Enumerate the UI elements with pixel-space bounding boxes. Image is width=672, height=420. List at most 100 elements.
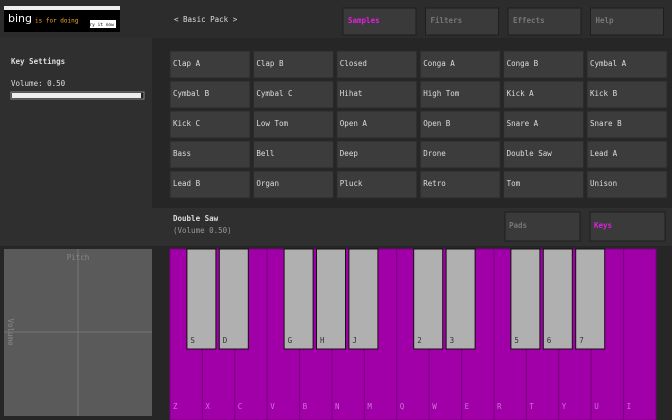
pad[interactable] — [252, 170, 334, 199]
black-key[interactable] — [316, 248, 346, 350]
pad[interactable] — [252, 50, 334, 79]
white-key-label[interactable]: V — [270, 402, 275, 411]
pad[interactable] — [169, 50, 251, 79]
black-key[interactable] — [186, 248, 217, 350]
pad-label[interactable]: Unison — [590, 179, 617, 188]
black-key[interactable] — [218, 248, 249, 350]
tab-label[interactable]: Effects — [513, 16, 545, 25]
black-key[interactable] — [445, 248, 476, 350]
black-key[interactable] — [575, 248, 606, 350]
pad[interactable] — [586, 80, 668, 109]
tab[interactable] — [507, 7, 582, 36]
pad-label[interactable]: Deep — [340, 149, 359, 158]
pad[interactable] — [419, 50, 501, 79]
black-key-label[interactable]: 2 — [417, 336, 422, 345]
white-key-label[interactable]: N — [335, 402, 340, 411]
pad[interactable] — [419, 110, 501, 139]
pad-label[interactable]: Clap A — [173, 59, 201, 68]
white-key-label[interactable]: E — [465, 402, 470, 411]
tab[interactable] — [590, 7, 664, 36]
pad[interactable] — [503, 170, 585, 199]
pad-label[interactable]: Kick C — [173, 119, 200, 128]
black-key-label[interactable]: 5 — [514, 336, 519, 345]
black-key[interactable] — [348, 248, 379, 350]
mode-button[interactable] — [589, 211, 666, 242]
pad[interactable] — [503, 110, 585, 139]
pad-label[interactable]: Kick B — [590, 89, 618, 98]
pack-selector[interactable]: < Basic Pack > — [174, 15, 238, 24]
pad-label[interactable]: Conga A — [423, 59, 455, 68]
black-key[interactable] — [413, 248, 444, 350]
pad[interactable] — [419, 140, 501, 169]
pad-label[interactable]: Cymbal B — [173, 89, 210, 98]
pad[interactable] — [336, 170, 418, 199]
pad[interactable] — [169, 110, 251, 139]
pad-label[interactable]: Snare A — [507, 119, 539, 128]
pad-label[interactable]: Clap B — [256, 59, 284, 68]
pad-label[interactable]: High Tom — [423, 89, 460, 98]
pad[interactable] — [419, 170, 501, 199]
pad[interactable] — [586, 50, 668, 79]
mode-label[interactable]: Pads — [509, 221, 527, 230]
white-key-label[interactable]: B — [303, 402, 308, 411]
black-key-label[interactable]: G — [288, 336, 293, 345]
pad-label[interactable]: Hihat — [340, 89, 363, 98]
pad[interactable] — [503, 80, 585, 109]
white-key-label[interactable]: W — [432, 402, 437, 411]
pad[interactable] — [336, 80, 418, 109]
black-key-label[interactable]: 7 — [579, 336, 584, 345]
pad-label[interactable]: Closed — [340, 59, 367, 68]
white-key-label[interactable]: Q — [400, 402, 405, 411]
white-key-label[interactable]: T — [529, 402, 534, 411]
pad-label[interactable]: Cymbal A — [590, 59, 627, 68]
pad-label[interactable]: Organ — [256, 179, 279, 188]
pad[interactable] — [586, 140, 668, 169]
tab[interactable] — [342, 7, 417, 36]
black-key-label[interactable]: D — [223, 336, 228, 345]
tab-label[interactable]: Samples — [348, 16, 380, 25]
pad[interactable] — [252, 80, 334, 109]
pad[interactable] — [336, 140, 418, 169]
pad[interactable] — [252, 110, 334, 139]
pad[interactable] — [336, 50, 418, 79]
mode-label[interactable]: Keys — [594, 221, 612, 230]
white-key-label[interactable]: Y — [562, 402, 567, 411]
pad-label[interactable]: Open B — [423, 119, 451, 128]
pad[interactable] — [503, 50, 585, 79]
black-key-label[interactable]: 3 — [450, 336, 455, 345]
black-key[interactable] — [542, 248, 573, 350]
white-key-label[interactable]: I — [627, 402, 632, 411]
tab-label[interactable]: Filters — [431, 16, 463, 25]
pad[interactable] — [503, 140, 585, 169]
pad-label[interactable]: Lead A — [590, 149, 618, 158]
white-key-label[interactable]: R — [497, 402, 502, 411]
pad-label[interactable]: Pluck — [340, 179, 363, 188]
white-key[interactable] — [623, 248, 657, 420]
ad-cta-button[interactable] — [90, 20, 116, 28]
pad[interactable] — [169, 140, 251, 169]
pad[interactable] — [169, 170, 251, 199]
pad-label[interactable]: Retro — [423, 179, 446, 188]
mode-button[interactable] — [504, 211, 581, 242]
pad-label[interactable]: Double Saw — [507, 149, 553, 158]
white-key-label[interactable]: M — [367, 402, 372, 411]
pad-label[interactable]: Kick A — [507, 89, 535, 98]
pad[interactable] — [252, 140, 334, 169]
tab[interactable] — [425, 7, 499, 36]
pad-label[interactable]: Snare B — [590, 119, 622, 128]
white-key-label[interactable]: X — [205, 402, 210, 411]
pad[interactable] — [336, 110, 418, 139]
pad-label[interactable]: Drone — [423, 149, 446, 158]
black-key-label[interactable]: S — [190, 336, 195, 345]
black-key-label[interactable]: 6 — [547, 336, 552, 345]
white-key-label[interactable]: Z — [173, 402, 178, 411]
black-key[interactable] — [283, 248, 314, 350]
white-key-label[interactable]: C — [238, 402, 243, 411]
pad[interactable] — [586, 110, 668, 139]
pad-label[interactable]: Bell — [256, 149, 274, 158]
black-key[interactable] — [510, 248, 541, 350]
black-key-label[interactable]: J — [352, 336, 357, 345]
pad-label[interactable]: Lead B — [173, 179, 201, 188]
pad[interactable] — [586, 170, 668, 199]
pad-label[interactable]: Bass — [173, 149, 191, 158]
